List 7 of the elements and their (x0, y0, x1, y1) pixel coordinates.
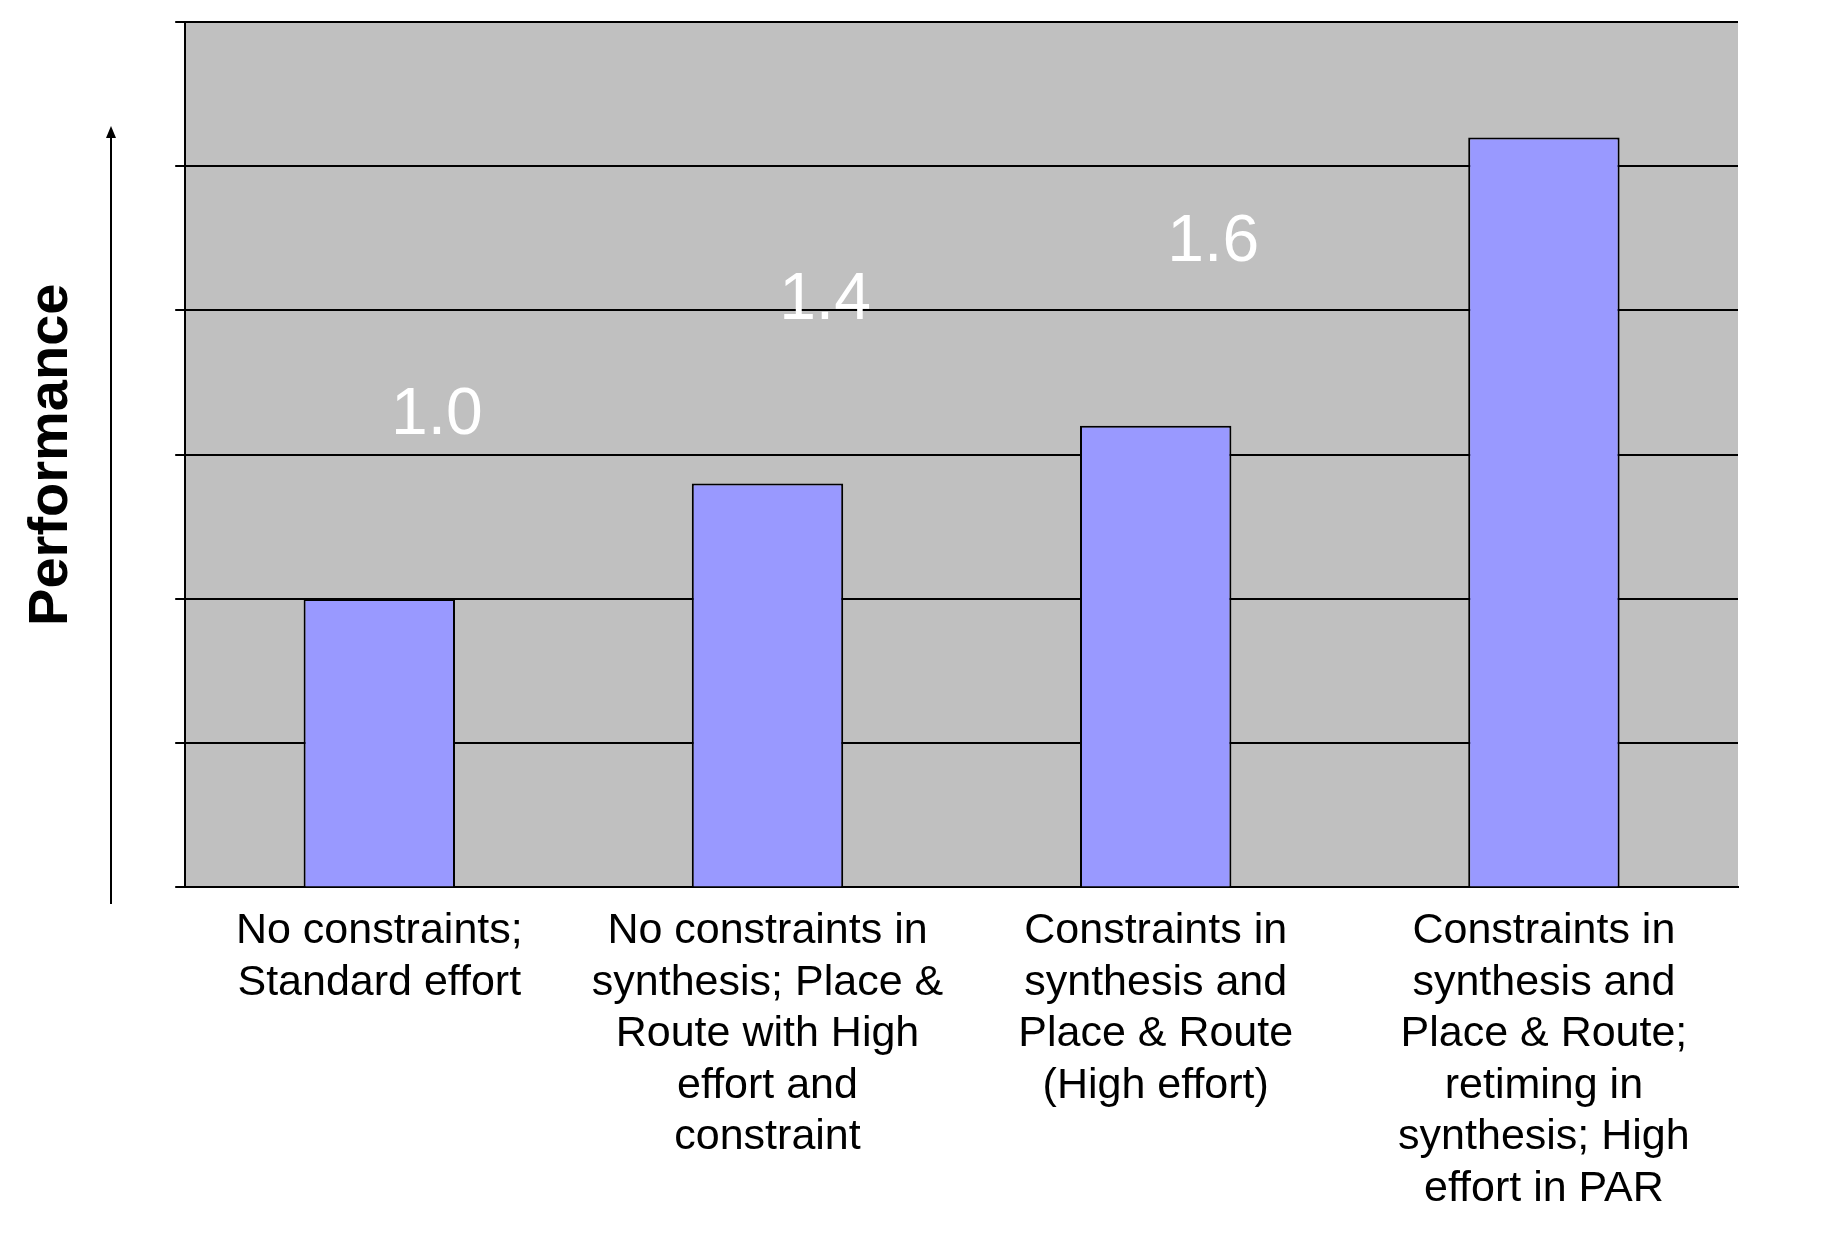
x-tick-label: Constraints in synthesis and Place & Route (High effort) (1018, 904, 1294, 1107)
x-tick-label: No constraints in synthesis; Place & Route with High effort and constraint (591, 904, 944, 1159)
data-label: 1.6 (1167, 201, 1260, 276)
data-label: 1.0 (390, 374, 483, 449)
x-tick-label: No constraints; Standard effort (235, 904, 523, 1004)
y-axis-title: Performance (16, 283, 80, 626)
x-tick-label: Constraints in synthesis and Place & Route; retiming in synthesis; High effort in PAR (1398, 904, 1690, 1211)
